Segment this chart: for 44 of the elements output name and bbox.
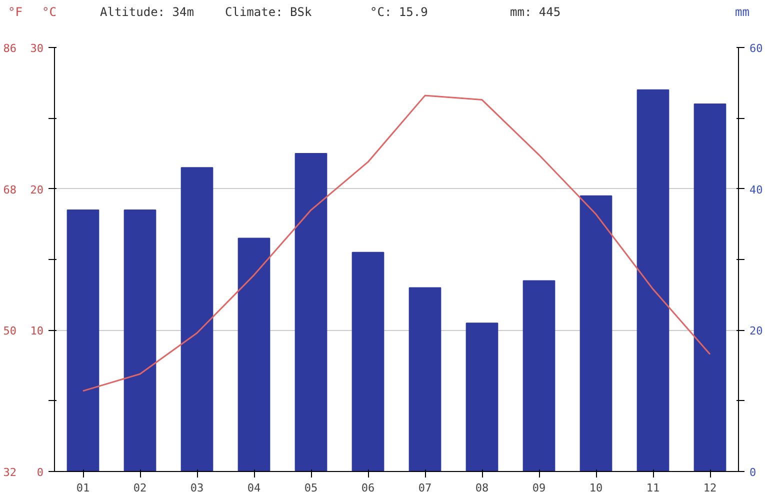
bar [294,153,328,472]
y2-tick-label: 40 [750,183,763,196]
text: °C: 15.9 [370,4,428,21]
y3-tick-label: 86 [3,42,17,55]
bar [124,210,156,472]
x-tick-label: 07 [418,482,432,494]
y3-tick-label: 50 [3,324,17,338]
bar [408,287,442,472]
text: Altitude: 34m [100,4,194,21]
x-tick-label: 02 [133,482,147,494]
text: Climate: BSk [225,4,312,21]
bar [522,280,556,472]
x-tick-label: 04 [247,482,261,494]
y-tick-label: 10 [30,324,44,338]
y-tick-label: 30 [30,42,44,55]
bar [694,104,726,472]
bar [238,238,270,472]
x-tick-label: 03 [190,482,204,494]
y2-tick-label: 0 [750,466,756,479]
x-tick-label: 08 [475,482,489,494]
bar [636,89,670,472]
x-tick-label: 05 [304,482,318,494]
y-tick-label: 20 [30,183,44,196]
x-tick-label: 11 [646,482,660,494]
bar [180,167,214,472]
y-axis-title: °C [42,4,56,21]
bar [66,210,100,472]
y3-tick-label: 32 [3,466,17,479]
bar [352,252,384,472]
y3-axis-title: °F [8,4,22,21]
y2-tick-label: 60 [750,42,763,55]
y2-axis-title: mm [735,4,750,21]
bar [580,195,612,472]
y-tick-label: 0 [36,466,44,479]
bar [466,322,498,472]
text: mm: 445 [510,4,561,21]
line-series [82,94,711,392]
x-tick-label: 12 [703,482,717,494]
x-tick-label: 06 [361,482,375,494]
x-tick-label: 01 [76,482,90,494]
x-tick-label: 09 [532,482,546,494]
x-tick-label: 10 [589,482,603,494]
y2-tick-label: 20 [750,324,763,338]
y3-tick-label: 68 [3,183,17,196]
